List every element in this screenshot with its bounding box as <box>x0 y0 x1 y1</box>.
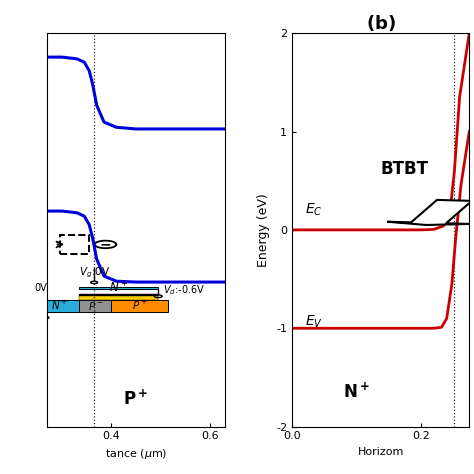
Title: $\mathbf{(b)}$: $\mathbf{(b)}$ <box>366 13 396 33</box>
Text: $V_g$:0V: $V_g$:0V <box>79 266 110 280</box>
X-axis label: tance ($\mu$m): tance ($\mu$m) <box>105 447 167 461</box>
Bar <box>40 300 80 312</box>
Text: BTBT: BTBT <box>381 160 429 178</box>
Text: $N^+$: $N^+$ <box>51 299 68 312</box>
Text: $V_d$:-0.6V: $V_d$:-0.6V <box>163 283 205 297</box>
Y-axis label: Energy (eV): Energy (eV) <box>257 193 271 267</box>
Text: $P^-$: $P^-$ <box>88 300 103 312</box>
Text: 0V: 0V <box>35 283 47 293</box>
FancyArrow shape <box>387 200 472 225</box>
Text: $\mathbf{P^+}$: $\mathbf{P^+}$ <box>123 390 148 409</box>
Text: $\mathbf{N^+}$: $\mathbf{N^+}$ <box>343 383 370 402</box>
Text: −: − <box>100 237 111 251</box>
Text: $E_C$: $E_C$ <box>305 202 322 218</box>
Text: $N^+$: $N^+$ <box>109 281 128 296</box>
Bar <box>60 235 89 254</box>
Bar <box>80 300 111 312</box>
Text: $E_V$: $E_V$ <box>305 313 323 330</box>
Bar <box>111 300 168 312</box>
X-axis label: Horizom: Horizom <box>357 447 404 457</box>
Text: $P^+$: $P^+$ <box>132 299 147 312</box>
Bar <box>80 294 158 296</box>
Bar <box>80 287 158 290</box>
Bar <box>80 296 158 300</box>
